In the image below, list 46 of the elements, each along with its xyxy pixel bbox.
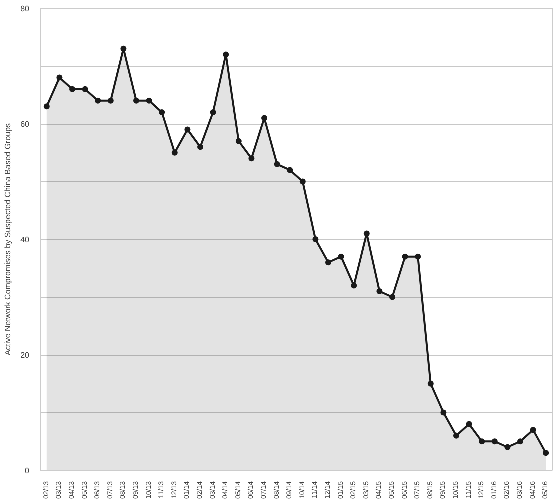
point	[223, 52, 230, 58]
point	[70, 86, 76, 92]
point	[530, 427, 536, 434]
point	[184, 126, 191, 133]
point	[440, 410, 447, 416]
point	[146, 98, 152, 104]
point	[287, 167, 294, 174]
point	[274, 161, 280, 168]
y-tick-label: 0	[25, 466, 30, 476]
point	[172, 150, 178, 156]
y-tick-label: 80	[20, 4, 30, 14]
point	[82, 86, 88, 92]
point	[466, 421, 472, 428]
point	[159, 109, 166, 116]
point	[326, 260, 332, 266]
point	[479, 438, 486, 445]
y-axis-title: Active Network Compromises by Suspected China Based Groups	[4, 123, 13, 356]
point	[364, 230, 370, 237]
point	[210, 109, 216, 116]
point	[351, 282, 358, 289]
point	[120, 46, 127, 52]
point	[415, 254, 422, 260]
point	[248, 156, 255, 162]
point	[454, 432, 460, 439]
point	[402, 254, 408, 260]
point	[492, 438, 498, 445]
point	[518, 438, 524, 445]
y-tick-label: 20	[20, 351, 30, 360]
point	[376, 288, 383, 294]
point	[108, 98, 114, 104]
point	[428, 380, 434, 387]
point	[390, 294, 396, 300]
y-tick-label: 40	[20, 236, 30, 244]
point	[134, 98, 140, 104]
point	[262, 115, 268, 122]
point	[504, 444, 511, 450]
y-tick-label: 60	[20, 120, 30, 129]
point	[338, 254, 344, 260]
point	[236, 138, 242, 144]
point	[95, 98, 102, 104]
point	[56, 74, 63, 81]
point	[300, 178, 306, 185]
point	[312, 236, 319, 242]
point	[44, 104, 50, 110]
point	[543, 450, 550, 456]
point	[198, 144, 204, 150]
